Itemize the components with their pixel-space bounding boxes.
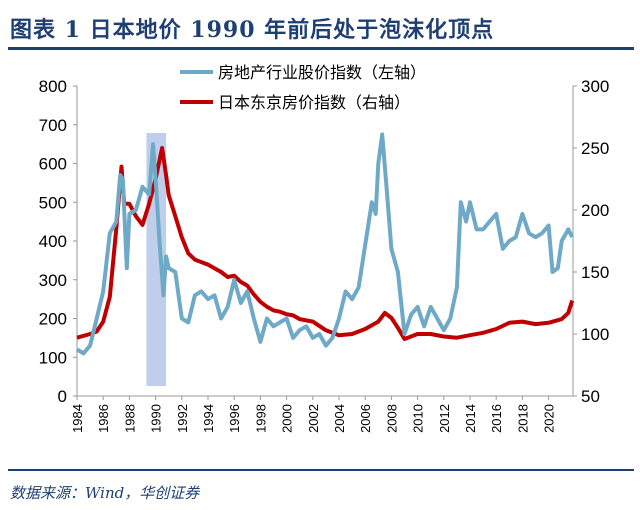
x-tick-label: 1994 (201, 404, 216, 433)
x-tick-label: 1986 (96, 404, 111, 433)
right-tick-label: 300 (581, 77, 609, 96)
chart: 0 100 200 300 400 500 600 700 800 50 100 150 200 250 3… (39, 64, 610, 433)
left-tick-label: 400 (39, 232, 67, 251)
legend-label: 房地产行业股价指数（左轴） (218, 64, 426, 82)
left-tick-label: 700 (39, 116, 67, 135)
x-tick-label: 2016 (489, 404, 504, 433)
right-tick-label: 150 (581, 263, 609, 282)
x-tick-label: 2008 (384, 404, 399, 433)
right-tick-label: 200 (581, 201, 609, 220)
x-tick-label: 1996 (227, 404, 242, 433)
x-tick-label: 2004 (332, 404, 347, 433)
left-tick-label: 800 (39, 77, 67, 96)
series-line-real-estate-stock-index (75, 132, 574, 356)
left-tick-label: 500 (39, 193, 67, 212)
legend-label: 日本东京房价指数（右轴） (218, 94, 410, 112)
x-tick-label: 2010 (411, 404, 426, 433)
x-tick-label: 2012 (437, 404, 452, 433)
source-note: 数据来源：Wind，华创证券 (10, 484, 200, 502)
right-tick-label: 50 (581, 387, 600, 406)
x-tick-label: 1998 (253, 404, 268, 433)
x-tick-label: 2000 (280, 404, 295, 433)
x-tick-label: 1988 (122, 404, 137, 433)
right-tick-label: 250 (581, 139, 609, 158)
figure-title: 图表 1 日本地价 1990 年前后处于泡沫化顶点 (10, 17, 495, 43)
x-tick-label: 2002 (306, 404, 321, 433)
left-tick-label: 600 (39, 155, 67, 174)
x-tick-label: 2006 (358, 404, 373, 433)
footer-divider (8, 469, 634, 471)
left-tick-label: 100 (39, 348, 67, 367)
x-tick-label: 1992 (175, 404, 190, 433)
title-divider (8, 47, 634, 50)
left-tick-label: 300 (39, 271, 67, 290)
x-tick-label: 2018 (515, 404, 530, 433)
x-tick-label: 1984 (70, 404, 85, 433)
x-tick-label: 1990 (149, 404, 164, 433)
series-line-tokyo-house-price-index (76, 146, 575, 341)
x-tick-label: 2020 (542, 404, 557, 433)
right-tick-label: 100 (581, 325, 609, 344)
left-tick-label: 200 (39, 310, 67, 329)
left-tick-label: 0 (58, 387, 67, 406)
x-tick-label: 2014 (463, 404, 478, 433)
